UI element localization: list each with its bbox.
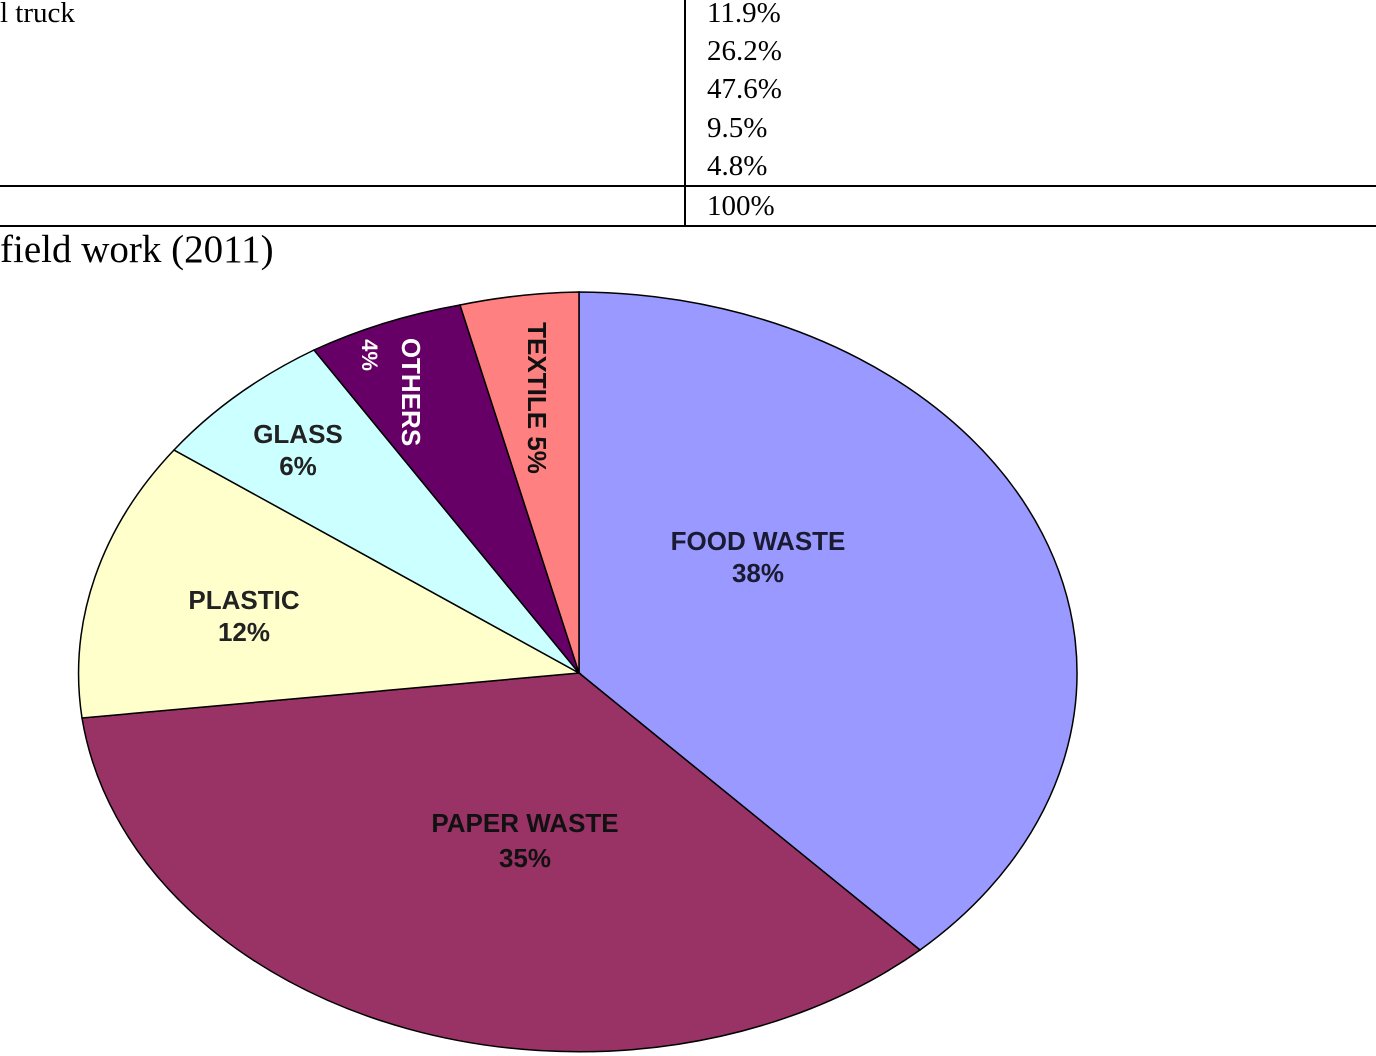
label-others: OTHERS: [396, 338, 426, 446]
slice-food-waste: [578, 291, 1078, 951]
slice-textile: [459, 291, 580, 674]
label-plastic-pct: 12%: [218, 617, 270, 647]
label-food-waste: FOOD WASTE: [671, 526, 846, 556]
table-cell-value: 4.8%: [707, 149, 768, 182]
table-column-divider: [684, 0, 686, 227]
label-paper-waste-pct: 35%: [499, 843, 551, 873]
slice-paper-waste: [81, 672, 922, 1053]
table-cell-value: 47.6%: [707, 73, 782, 106]
table-cell-value: 26.2%: [707, 35, 782, 68]
table-row-label: l truck: [0, 0, 75, 29]
label-glass-pct: 6%: [279, 451, 317, 481]
label-paper-waste: PAPER WASTE: [431, 808, 618, 838]
table-cell-value: 9.5%: [707, 111, 768, 144]
table-bottom-border: [0, 225, 1376, 227]
table-values-column: 11.9% 26.2% 47.6% 9.5% 4.8%: [707, 0, 782, 185]
slice-plastic: [77, 449, 582, 719]
table-cell-value: 11.9%: [707, 0, 781, 29]
table-row-divider: [0, 185, 1376, 187]
label-others-pct: 4%: [357, 339, 382, 371]
label-plastic: PLASTIC: [188, 585, 299, 615]
label-glass: GLASS: [253, 419, 343, 449]
slice-others: [312, 304, 580, 674]
label-food-waste-pct: 38%: [732, 558, 784, 588]
slice-glass: [172, 349, 580, 674]
table-total-value: 100%: [707, 190, 775, 222]
label-textile: TEXTILE 5%: [522, 322, 552, 474]
figure-caption: field work (2011): [0, 228, 274, 271]
data-table: l truck 11.9% 26.2% 47.6% 9.5% 4.8% 100%: [0, 0, 1376, 228]
